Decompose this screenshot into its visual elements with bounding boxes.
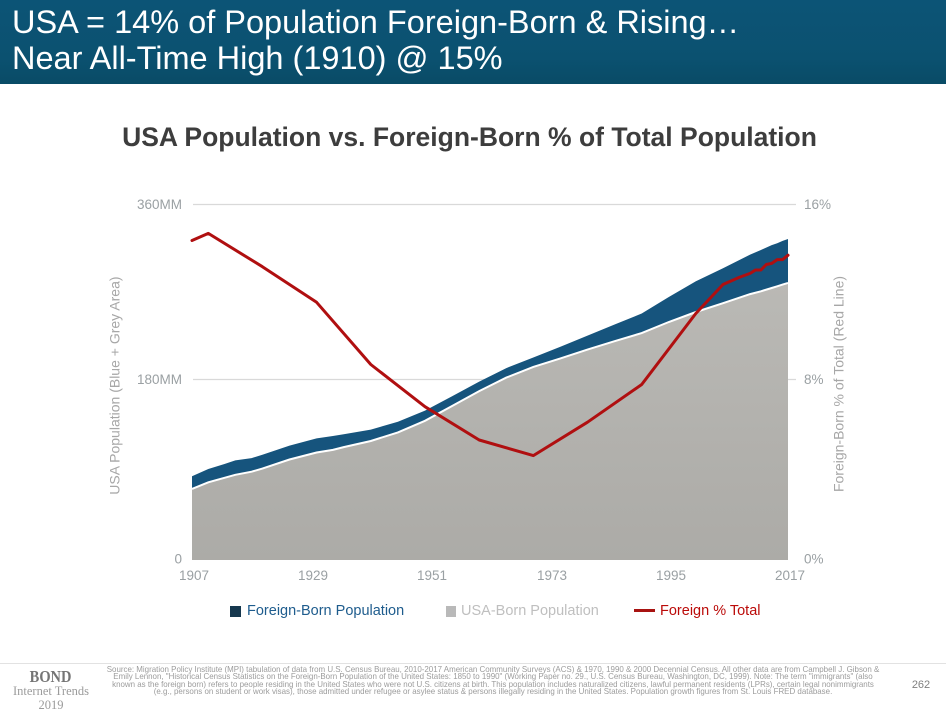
svg-text:1973: 1973 <box>537 568 567 583</box>
svg-text:8%: 8% <box>804 372 824 387</box>
svg-text:1951: 1951 <box>417 568 447 583</box>
svg-text:2017: 2017 <box>775 568 805 583</box>
svg-text:1929: 1929 <box>298 568 328 583</box>
svg-text:Foreign-Born % of Total (Red L: Foreign-Born % of Total (Red Line) <box>831 276 847 492</box>
svg-text:USA Population (Blue + Grey Ar: USA Population (Blue + Grey Area) <box>107 276 123 494</box>
svg-text:0: 0 <box>174 552 182 567</box>
svg-text:0%: 0% <box>804 552 824 567</box>
svg-text:180MM: 180MM <box>137 372 182 387</box>
svg-text:1907: 1907 <box>179 568 209 583</box>
svg-text:1995: 1995 <box>656 568 686 583</box>
svg-text:360MM: 360MM <box>137 197 182 212</box>
svg-text:16%: 16% <box>804 197 831 212</box>
